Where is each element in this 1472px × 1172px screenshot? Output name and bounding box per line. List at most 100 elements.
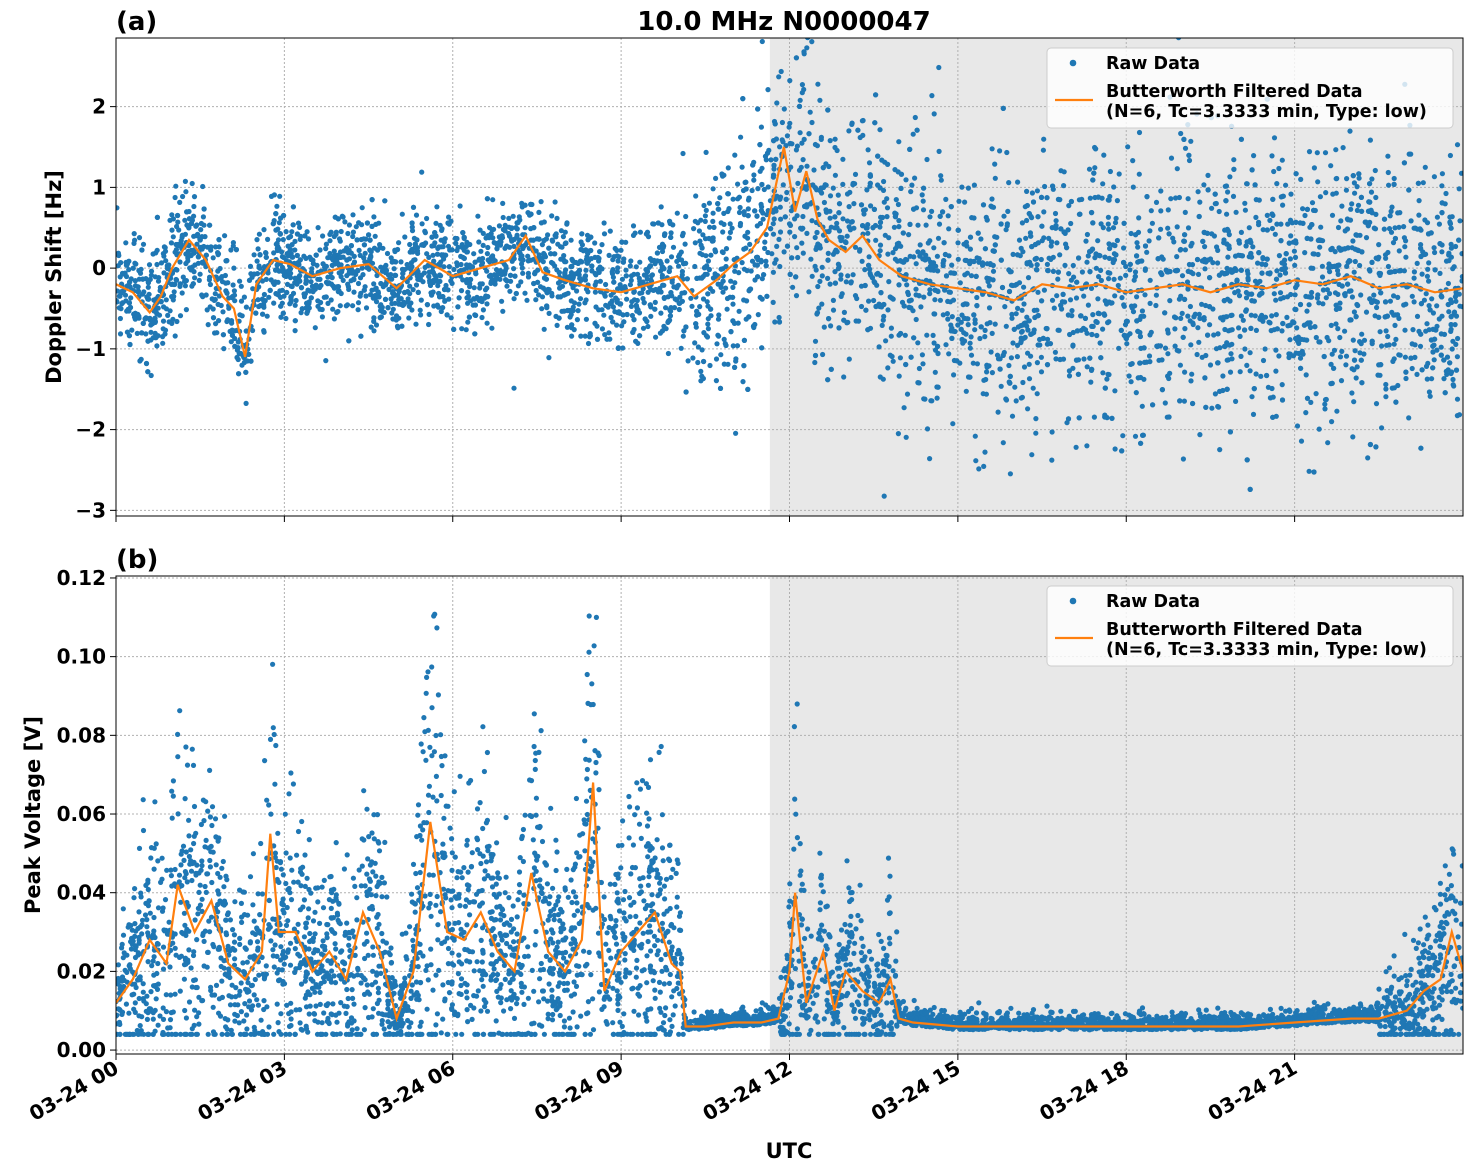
raw-point [1304, 308, 1310, 314]
raw-point [1100, 326, 1106, 332]
raw-point [346, 270, 352, 276]
raw-point [327, 238, 333, 244]
raw-point [973, 458, 979, 464]
raw-point [1025, 275, 1032, 281]
raw-point [1223, 314, 1229, 320]
raw-point [1348, 206, 1354, 212]
raw-point [464, 295, 470, 301]
raw-point [597, 249, 603, 255]
raw-point [1424, 321, 1430, 327]
raw-point [398, 259, 404, 265]
raw-point [1129, 361, 1135, 367]
raw-point [1263, 262, 1269, 268]
raw-point [1443, 190, 1449, 197]
raw-point [919, 192, 925, 198]
raw-point [1049, 297, 1056, 303]
raw-point [1010, 251, 1016, 257]
raw-point [1331, 263, 1337, 269]
raw-point [392, 300, 398, 306]
raw-point [1073, 295, 1080, 301]
raw-point [1280, 266, 1286, 272]
raw-point [561, 253, 567, 259]
raw-point [530, 237, 536, 243]
raw-point [771, 166, 777, 172]
raw-point [728, 278, 734, 284]
raw-point [413, 212, 420, 218]
raw-point [1390, 358, 1396, 364]
raw-point [1333, 176, 1339, 182]
raw-point [618, 247, 624, 253]
raw-point [595, 254, 601, 261]
raw-point [1434, 347, 1440, 353]
raw-point [884, 205, 891, 211]
raw-point [441, 239, 447, 245]
raw-point [698, 378, 704, 384]
raw-point [562, 270, 568, 276]
raw-point [1311, 207, 1317, 213]
raw-point [623, 239, 629, 245]
raw-point [340, 277, 346, 283]
raw-point [906, 232, 912, 238]
raw-point [410, 249, 416, 255]
raw-point [1196, 311, 1202, 317]
raw-point [154, 343, 160, 349]
raw-point [583, 297, 589, 303]
raw-point [1252, 182, 1258, 188]
raw-point [1041, 136, 1047, 142]
raw-point [1351, 399, 1357, 405]
raw-point [615, 286, 621, 292]
raw-point [844, 218, 851, 224]
raw-point [1238, 267, 1244, 273]
raw-point [758, 201, 764, 207]
raw-point [714, 341, 720, 347]
raw-point [193, 223, 199, 229]
raw-point [1316, 426, 1322, 432]
raw-point [1344, 176, 1350, 182]
raw-point [644, 276, 650, 282]
raw-point [1260, 227, 1266, 233]
raw-point [303, 305, 309, 311]
raw-point [1425, 231, 1432, 237]
raw-point [843, 279, 849, 285]
raw-point [292, 328, 298, 334]
raw-point [332, 214, 338, 220]
raw-point [796, 167, 803, 173]
raw-point [994, 352, 1001, 358]
raw-point [819, 301, 825, 307]
raw-point [1323, 190, 1329, 196]
raw-point [1100, 370, 1106, 376]
raw-point [665, 350, 672, 357]
raw-point [1321, 353, 1327, 360]
raw-point [794, 245, 800, 251]
raw-point [982, 449, 988, 455]
raw-point [152, 315, 158, 321]
raw-point [255, 246, 261, 252]
raw-point [884, 214, 890, 220]
raw-point [873, 92, 879, 98]
raw-point [801, 136, 807, 142]
raw-point [569, 333, 575, 339]
raw-point [436, 290, 442, 297]
raw-point [1271, 168, 1277, 175]
raw-point [815, 283, 821, 290]
raw-point [974, 303, 980, 309]
raw-point [132, 316, 138, 322]
raw-point [1078, 327, 1084, 333]
raw-point [945, 316, 951, 322]
raw-point [332, 261, 338, 267]
raw-point [1049, 429, 1055, 435]
raw-point [1273, 297, 1279, 303]
raw-point [273, 211, 279, 217]
raw-point [884, 196, 890, 202]
raw-point [1141, 313, 1147, 319]
raw-point [1297, 355, 1304, 361]
raw-point [929, 93, 935, 99]
raw-point [645, 234, 652, 240]
raw-point [1373, 401, 1380, 407]
raw-point [160, 326, 166, 332]
raw-point [555, 280, 562, 286]
raw-point [989, 330, 995, 336]
raw-point [1068, 220, 1074, 227]
raw-point [787, 229, 793, 235]
raw-point [129, 327, 135, 333]
